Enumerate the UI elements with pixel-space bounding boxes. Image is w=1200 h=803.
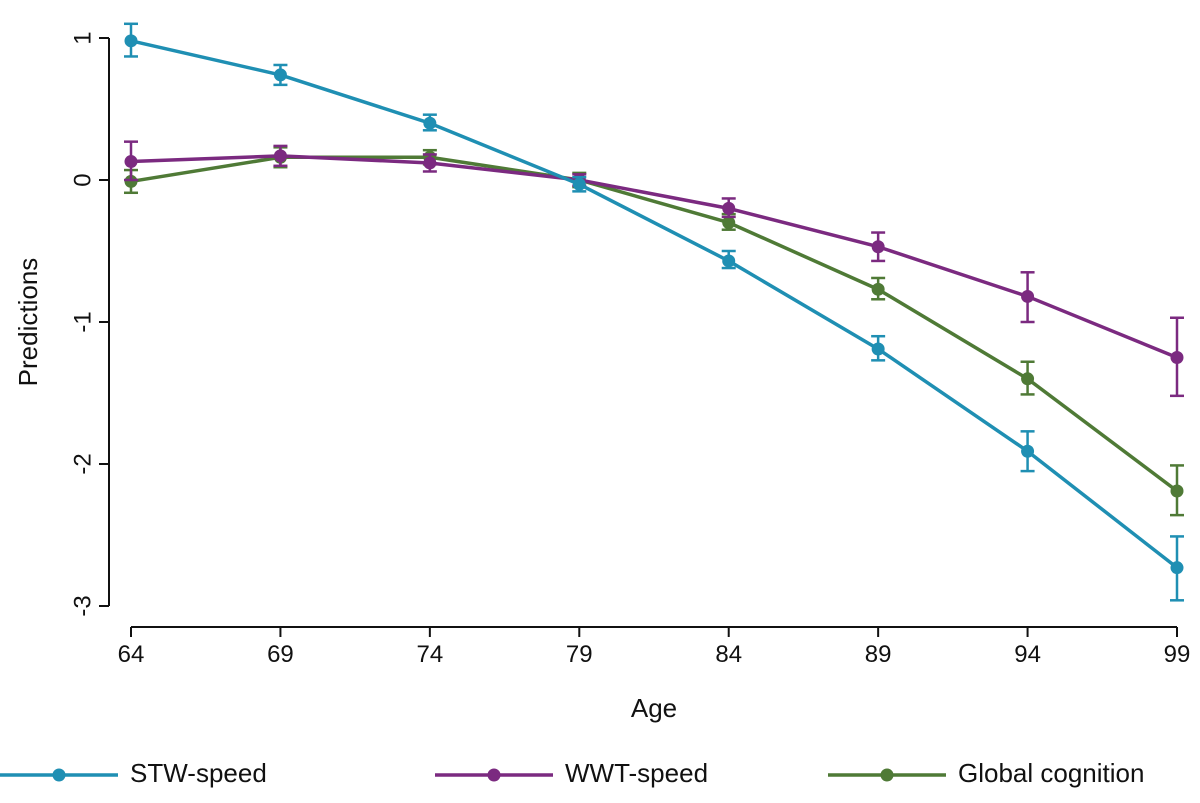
legend-marker <box>52 768 66 782</box>
series-wwt-speed <box>124 140 1184 398</box>
data-point <box>722 216 736 230</box>
x-tick-label: 94 <box>1014 641 1041 668</box>
data-point <box>1021 372 1035 386</box>
data-point <box>1021 444 1035 458</box>
series-stw-speed <box>124 22 1184 602</box>
data-point <box>423 116 437 130</box>
y-tick-label: -2 <box>69 453 96 474</box>
x-axis-ticks: 64 69 74 79 84 89 94 99 <box>118 627 1191 668</box>
series-line <box>130 154 1178 360</box>
y-axis-ticks: 1 0 -1 -2 -3 <box>69 31 109 617</box>
data-point <box>871 342 885 356</box>
legend-item: Global cognition <box>828 758 1144 788</box>
data-point <box>124 155 138 169</box>
data-point <box>124 34 138 48</box>
x-tick-label: 79 <box>566 641 593 668</box>
legend-marker <box>880 768 894 782</box>
data-point <box>871 240 885 254</box>
data-point <box>1170 351 1184 364</box>
x-tick-label: 69 <box>267 641 294 668</box>
legend-label: WWT-speed <box>565 758 708 788</box>
data-point <box>273 149 287 163</box>
y-tick-label: -1 <box>69 311 96 332</box>
legend-item: WWT-speed <box>435 758 708 788</box>
legend-label: Global cognition <box>958 758 1144 788</box>
legend-item: STW-speed <box>0 758 267 788</box>
legend-label: STW-speed <box>130 758 267 788</box>
data-point <box>1021 289 1035 303</box>
data-point <box>1170 561 1184 575</box>
data-point <box>124 174 138 188</box>
y-tick-label: -3 <box>69 595 96 616</box>
data-point <box>722 254 736 268</box>
y-tick-label: 1 <box>69 31 96 44</box>
data-point <box>423 156 437 170</box>
y-tick-label: 0 <box>69 173 96 186</box>
x-axis-title: Age <box>631 693 677 723</box>
x-tick-label: 74 <box>417 641 444 668</box>
x-tick-label: 84 <box>715 641 742 668</box>
series-line <box>130 155 1179 493</box>
x-tick-label: 99 <box>1164 641 1191 668</box>
legend-marker <box>487 768 501 782</box>
legend: STW-speed WWT-speed Global cognition <box>0 758 1144 788</box>
series-layer <box>124 22 1184 602</box>
x-tick-label: 89 <box>865 641 892 668</box>
y-axis-title: Predictions <box>13 258 43 387</box>
data-point <box>572 177 586 191</box>
data-point <box>871 282 885 296</box>
plot-area: 1 0 -1 -2 -3 64 69 74 79 84 89 94 99 <box>69 22 1191 668</box>
x-tick-label: 64 <box>118 641 145 668</box>
data-point <box>1170 484 1184 498</box>
data-point <box>273 68 287 82</box>
series-global-cognition <box>124 146 1184 517</box>
series-line <box>130 39 1179 570</box>
data-point <box>722 201 736 215</box>
